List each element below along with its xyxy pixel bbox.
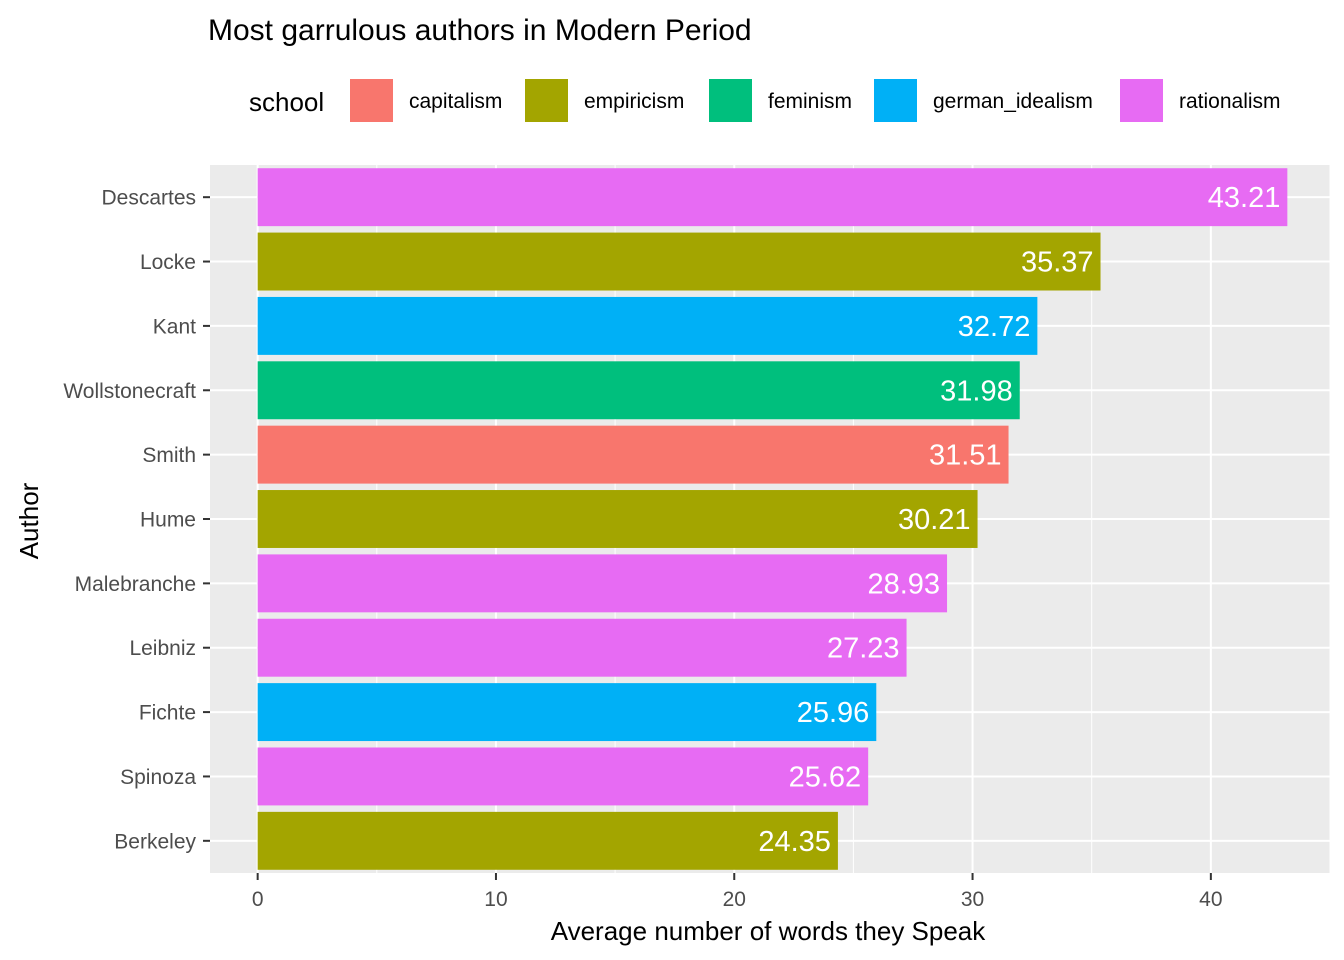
y-axis: Descartes Locke Kant Wollstonecraft Smith Hum… xyxy=(63,187,210,853)
bar-kant xyxy=(257,296,1038,355)
x-tick-label: 10 xyxy=(484,888,507,911)
bar-locke xyxy=(257,232,1101,291)
bar-value-label: 31.98 xyxy=(940,375,1013,407)
chart-title: Most garrulous authors in Modern Period xyxy=(208,14,752,47)
y-tick-label: Berkeley xyxy=(114,830,196,853)
y-tick-label: Smith xyxy=(142,444,196,467)
bar-berkeley xyxy=(257,811,838,870)
y-tick-label: Wollstonecraft xyxy=(63,380,196,403)
y-tick-label: Descartes xyxy=(101,187,196,210)
x-tick-label: 20 xyxy=(723,888,746,911)
bar-spinoza xyxy=(257,747,869,806)
bar-value-label: 25.62 xyxy=(789,761,862,793)
x-tick-label: 40 xyxy=(1199,888,1222,911)
y-tick-label: Malebranche xyxy=(75,573,196,596)
bar-value-label: 30.21 xyxy=(898,504,971,536)
x-tick-label: 30 xyxy=(961,888,984,911)
x-axis: 0 10 20 30 40 xyxy=(252,873,1223,911)
y-axis-title: Author xyxy=(14,482,44,559)
legend-label: feminism xyxy=(768,90,852,113)
bar-value-label: 25.96 xyxy=(797,697,870,729)
y-tick-label: Spinoza xyxy=(120,766,196,789)
y-tick-label: Leibniz xyxy=(129,637,196,660)
legend-title: school xyxy=(249,87,324,117)
legend-label: empiricism xyxy=(584,90,684,113)
x-tick-label: 0 xyxy=(252,888,264,911)
y-tick-label: Hume xyxy=(140,509,196,532)
bar-value-label: 27.23 xyxy=(827,633,900,665)
legend-key-german_idealism xyxy=(874,79,917,122)
bar-value-label: 28.93 xyxy=(867,568,940,600)
bar-value-label: 43.21 xyxy=(1208,182,1281,214)
bar-hume xyxy=(257,490,978,548)
legend-key-rationalism xyxy=(1120,79,1163,122)
bar-value-label: 31.51 xyxy=(929,440,1002,472)
bar-fichte xyxy=(257,683,877,742)
x-axis-title: Average number of words they Speak xyxy=(551,916,987,946)
bar-value-label: 35.37 xyxy=(1021,247,1094,279)
bars xyxy=(257,168,1288,870)
bar-value-label: 32.72 xyxy=(958,311,1031,343)
bar-value-label: 24.35 xyxy=(758,826,831,858)
bar-smith xyxy=(257,425,1009,484)
y-tick-label: Fichte xyxy=(139,702,196,725)
y-tick-label: Locke xyxy=(140,251,196,274)
legend-label: capitalism xyxy=(409,90,502,113)
bar-wollstonecraft xyxy=(257,361,1020,420)
legend-key-capitalism xyxy=(350,79,393,122)
bar-malebranche xyxy=(257,554,948,613)
legend-key-feminism xyxy=(709,79,752,122)
legend-label: rationalism xyxy=(1179,90,1281,113)
bar-descartes xyxy=(257,168,1288,227)
legend: school capitalism empiricism feminism germa… xyxy=(249,79,1281,122)
legend-label: german_idealism xyxy=(933,90,1093,113)
legend-key-empiricism xyxy=(525,79,568,122)
y-tick-label: Kant xyxy=(153,315,196,338)
bar-value-labels: 43.21 35.37 32.72 31.98 31.51 30.21 28.93 27.23… xyxy=(758,182,1280,858)
bar-leibniz xyxy=(257,618,907,677)
